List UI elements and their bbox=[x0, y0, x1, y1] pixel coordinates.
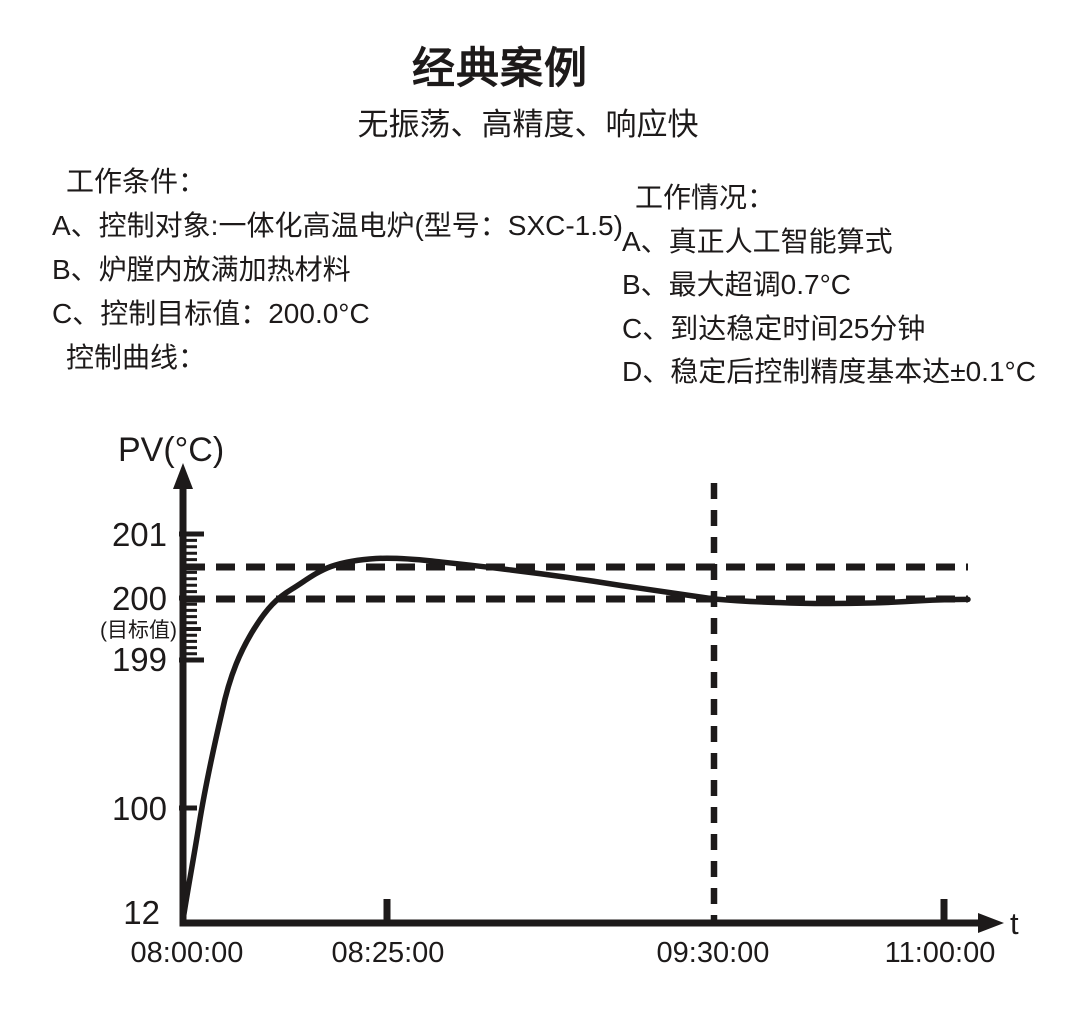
y-tick-label-199: 199 bbox=[112, 641, 167, 678]
y-tick-label-201: 201 bbox=[112, 516, 167, 553]
y-minor-ticks bbox=[186, 538, 197, 656]
y-major-ticks bbox=[179, 531, 204, 811]
time-axis bbox=[179, 899, 1004, 933]
x-tick-label-0800: 08:00:00 bbox=[131, 937, 244, 969]
x-tick-label-0930: 09:30:00 bbox=[657, 937, 770, 969]
x-ticks bbox=[383, 899, 948, 920]
control-curve-label: 控制曲线： bbox=[66, 342, 207, 373]
work-results-block: 工作情况： A、真正人工智能算式 B、最大超调0.7°C C、到达稳定时间25分… bbox=[622, 176, 1036, 394]
y-tick-label-100: 100 bbox=[112, 790, 167, 827]
work-results-heading: 工作情况： bbox=[635, 182, 776, 213]
y-medium-ticks bbox=[186, 564, 201, 631]
reference-lines bbox=[186, 483, 968, 920]
x-tick-label-0825: 08:25:00 bbox=[332, 937, 445, 969]
y-axis-title: PV(°C) bbox=[118, 431, 224, 469]
work-results-item-a: A、真正人工智能算式 bbox=[622, 225, 893, 257]
target-value-note: (目标值) bbox=[100, 619, 177, 642]
work-results-item-d: D、稳定后控制精度基本达±0.1°C bbox=[622, 356, 1036, 387]
work-conditions-item-b: B、炉膛内放满加热材料 bbox=[52, 254, 351, 285]
work-conditions-heading: 工作条件： bbox=[66, 166, 207, 197]
pv-curve bbox=[180, 555, 971, 923]
work-results-item-c: C、到达稳定时间25分钟 bbox=[622, 312, 926, 344]
work-results-item-b: B、最大超调0.7°C bbox=[622, 269, 852, 300]
page-title: 经典案例 bbox=[412, 45, 588, 93]
work-conditions-item-a: A、控制对象:一体化高温电炉(型号：SXC-1.5) bbox=[52, 210, 623, 241]
work-conditions-item-c: C、控制目标值：200.0°C bbox=[52, 298, 370, 329]
x-axis-title: t bbox=[1010, 906, 1019, 941]
y-axis-arrow-icon bbox=[173, 463, 193, 489]
page-subtitle: 无振荡、高精度、响应快 bbox=[357, 107, 699, 142]
work-conditions-block: 工作条件： A、控制对象:一体化高温电炉(型号：SXC-1.5) B、炉膛内放满… bbox=[52, 160, 623, 380]
y-tick-label-200: 200 bbox=[112, 580, 167, 617]
pv-axis bbox=[173, 463, 204, 926]
x-tick-label-1100: 11:00:00 bbox=[885, 937, 996, 969]
x-axis-arrow-icon bbox=[978, 913, 1004, 933]
y-tick-label-12: 12 bbox=[123, 894, 160, 931]
